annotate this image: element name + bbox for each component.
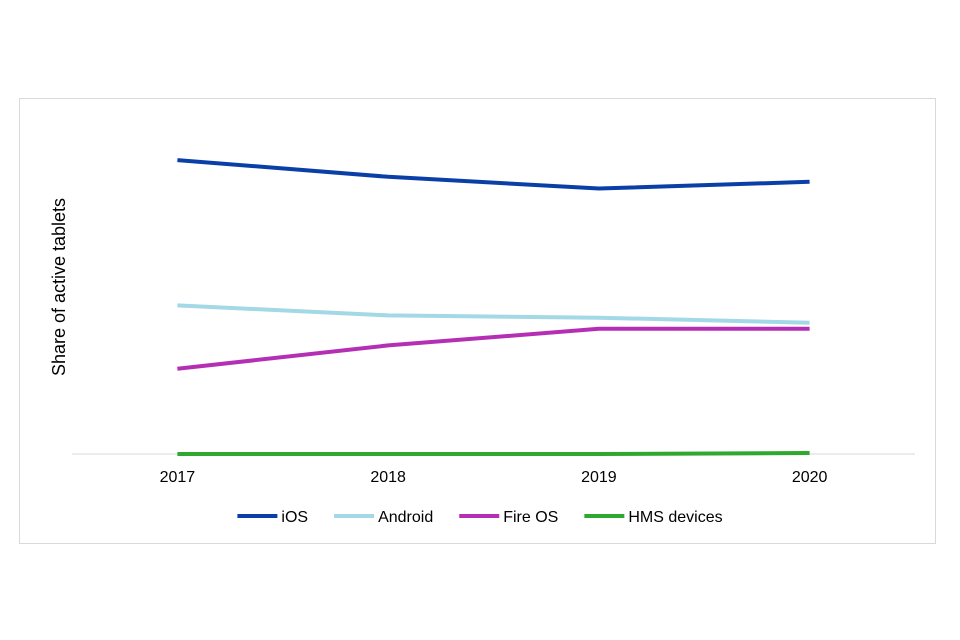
x-tick-label-2020: 2020 <box>792 469 828 486</box>
x-tick-label-2017: 2017 <box>160 469 196 486</box>
x-tick-label-2018: 2018 <box>370 469 406 486</box>
series-lines <box>177 158 810 456</box>
legend-label-android: Android <box>378 509 433 526</box>
legend-label-fire-os: Fire OS <box>503 509 558 526</box>
series-line-fire-os <box>177 326 810 371</box>
x-tick-label-2019: 2019 <box>581 469 617 486</box>
legend-label-hms-devices: HMS devices <box>628 509 722 526</box>
x-axis-ticks: 2017 2018 2019 2020 <box>160 469 828 486</box>
legend-label-ios: iOS <box>281 509 308 526</box>
y-axis-title: Share of active tablets <box>49 198 69 376</box>
legend: iOS Android Fire OS HMS devices <box>237 509 723 526</box>
series-line-android <box>177 303 810 325</box>
series-line-hms-devices <box>177 451 810 456</box>
series-line-ios <box>177 158 810 191</box>
